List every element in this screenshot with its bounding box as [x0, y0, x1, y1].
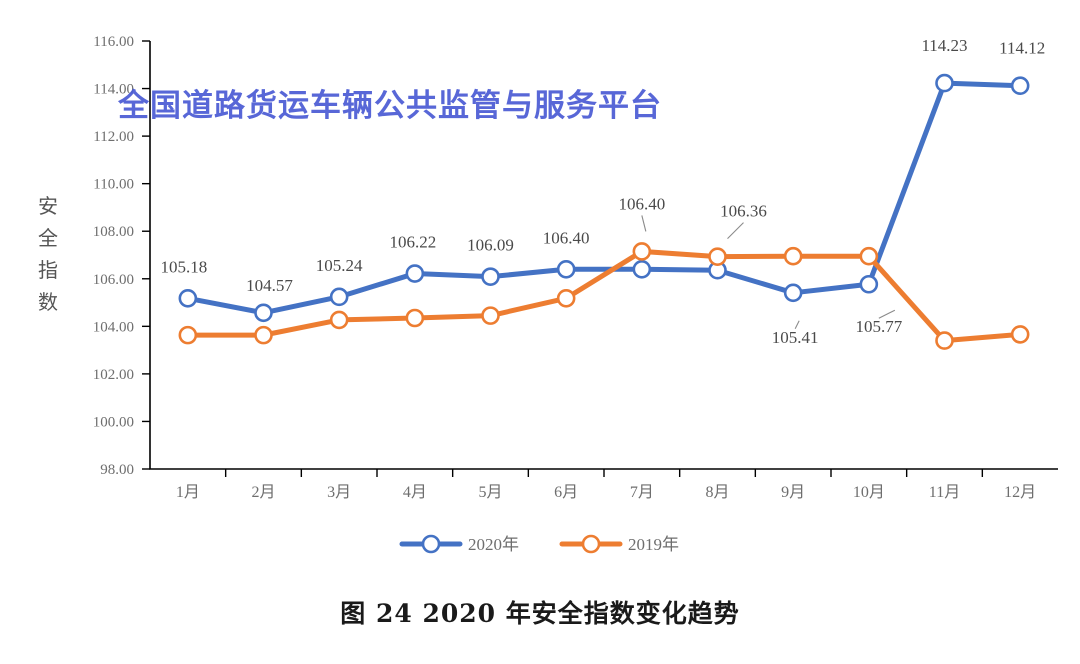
value-label-2020年-2月: 104.57	[246, 276, 293, 295]
y-tick-label: 100.00	[93, 414, 134, 430]
y-tick-label: 110.00	[93, 177, 134, 193]
label-leader-line	[794, 320, 800, 330]
series-2019年	[178, 242, 1030, 350]
value-label-2020年-6月: 106.40	[543, 228, 590, 247]
data-point-2019年-3月[interactable]	[329, 310, 349, 330]
x-tick-label-6: 6月	[554, 484, 578, 501]
value-label-2020年-1月: 105.18	[160, 257, 207, 276]
x-tick-label-11: 11月	[929, 484, 960, 501]
data-point-2020年-10月[interactable]	[859, 274, 879, 294]
data-point-2019年-7月[interactable]	[632, 242, 652, 261]
data-point-2019年-1月[interactable]	[178, 325, 198, 345]
data-point-2020年-1月[interactable]	[178, 288, 198, 308]
x-tick-label-9: 9月	[781, 484, 805, 501]
watermark-text: 全国道路货运车辆公共监管与服务平台	[118, 88, 662, 124]
x-tick-label-2: 2月	[251, 484, 275, 501]
data-point-2019年-10月[interactable]	[859, 246, 879, 266]
value-label-2020年-11月: 114.23	[921, 36, 967, 55]
label-leader-line	[878, 309, 896, 319]
data-point-2020年-9月[interactable]	[783, 283, 803, 303]
legend-label-2020年: 2020年	[468, 535, 519, 554]
data-point-2020年-7月[interactable]	[632, 259, 652, 279]
value-label-2020年-4月: 106.22	[389, 233, 436, 252]
value-label-2020年-5月: 106.09	[467, 236, 514, 255]
x-tick-label-7: 7月	[630, 484, 654, 501]
value-label-2020年-10月: 105.77	[855, 317, 902, 336]
y-tick-label: 116.00	[93, 34, 134, 50]
value-labels-group: 105.18 104.57 105.24 106.22 106.09 106.40 105.…	[160, 36, 1045, 347]
legend-swatch-marker-2019年	[581, 534, 601, 554]
data-point-2019年-11月[interactable]	[935, 331, 954, 350]
label-leader-line	[641, 215, 647, 232]
y-axis-title: 安全指数	[38, 195, 58, 314]
y-tick-label: 108.00	[93, 224, 134, 240]
data-point-2019年-8月[interactable]	[708, 247, 727, 266]
y-tick-label: 112.00	[93, 129, 134, 145]
data-point-2020年-4月[interactable]	[405, 264, 425, 283]
label-leader-line	[727, 222, 744, 240]
data-point-2020年-12月[interactable]	[1010, 76, 1030, 96]
y-axis-title-char: 安	[38, 195, 58, 218]
value-label-2019年-7月: 106.40	[618, 194, 665, 213]
series-line-2020年	[185, 80, 1023, 316]
x-tick-label-4: 4月	[403, 484, 427, 501]
y-tick-label: 98.00	[100, 462, 134, 478]
legend-swatch-marker-2020年	[421, 534, 441, 554]
data-point-2020年-3月[interactable]	[329, 287, 349, 307]
data-point-2019年-4月[interactable]	[405, 308, 425, 328]
legend-label-2019年: 2019年	[628, 535, 679, 554]
figure-caption: 图 24 2020 年安全指数变化趋势	[340, 599, 740, 628]
data-point-2019年-6月[interactable]	[556, 288, 576, 308]
x-tick-label-5: 5月	[478, 484, 502, 501]
value-label-2020年-9月: 105.41	[772, 328, 819, 347]
x-tick-label-1: 1月	[176, 484, 200, 501]
data-point-2019年-9月[interactable]	[783, 246, 803, 266]
x-tick-label-8: 8月	[705, 484, 729, 501]
y-axis-ticks: 116.00 114.00 112.00 110.00 108.00 106.00 104.…	[93, 34, 150, 478]
data-point-2020年-5月[interactable]	[481, 267, 500, 286]
series-2020年	[178, 73, 1030, 323]
x-tick-label-3: 3月	[327, 484, 351, 501]
data-point-2019年-5月[interactable]	[481, 306, 500, 325]
y-axis-title-char: 指	[38, 259, 58, 282]
y-tick-label: 104.00	[93, 319, 134, 335]
x-tick-label-12: 12月	[1004, 484, 1036, 501]
y-axis-title-char: 全	[38, 227, 58, 250]
data-point-2019年-12月[interactable]	[1010, 325, 1030, 344]
y-tick-label: 114.00	[93, 82, 134, 98]
value-label-2020年-12月: 114.12	[999, 39, 1045, 58]
value-label-2020年-3月: 105.24	[316, 256, 363, 275]
x-axis-ticks: 1月 2月 3月 4月 5月 6月 7月 8月 9月 10月 11月 12月	[176, 469, 1036, 501]
x-tick-label-10: 10月	[853, 484, 885, 501]
data-point-2020年-2月[interactable]	[254, 303, 273, 323]
y-tick-label: 102.00	[93, 367, 134, 383]
data-point-2020年-11月[interactable]	[935, 73, 954, 93]
y-tick-label: 106.00	[93, 272, 134, 288]
legend: 2020年 2019年	[399, 534, 679, 554]
y-axis-title-char: 数	[38, 291, 58, 314]
series-line-2019年	[185, 248, 1023, 344]
data-point-2020年-6月[interactable]	[556, 259, 576, 279]
value-label-2019年-8月: 106.36	[720, 202, 767, 221]
data-point-2019年-2月[interactable]	[254, 325, 273, 345]
